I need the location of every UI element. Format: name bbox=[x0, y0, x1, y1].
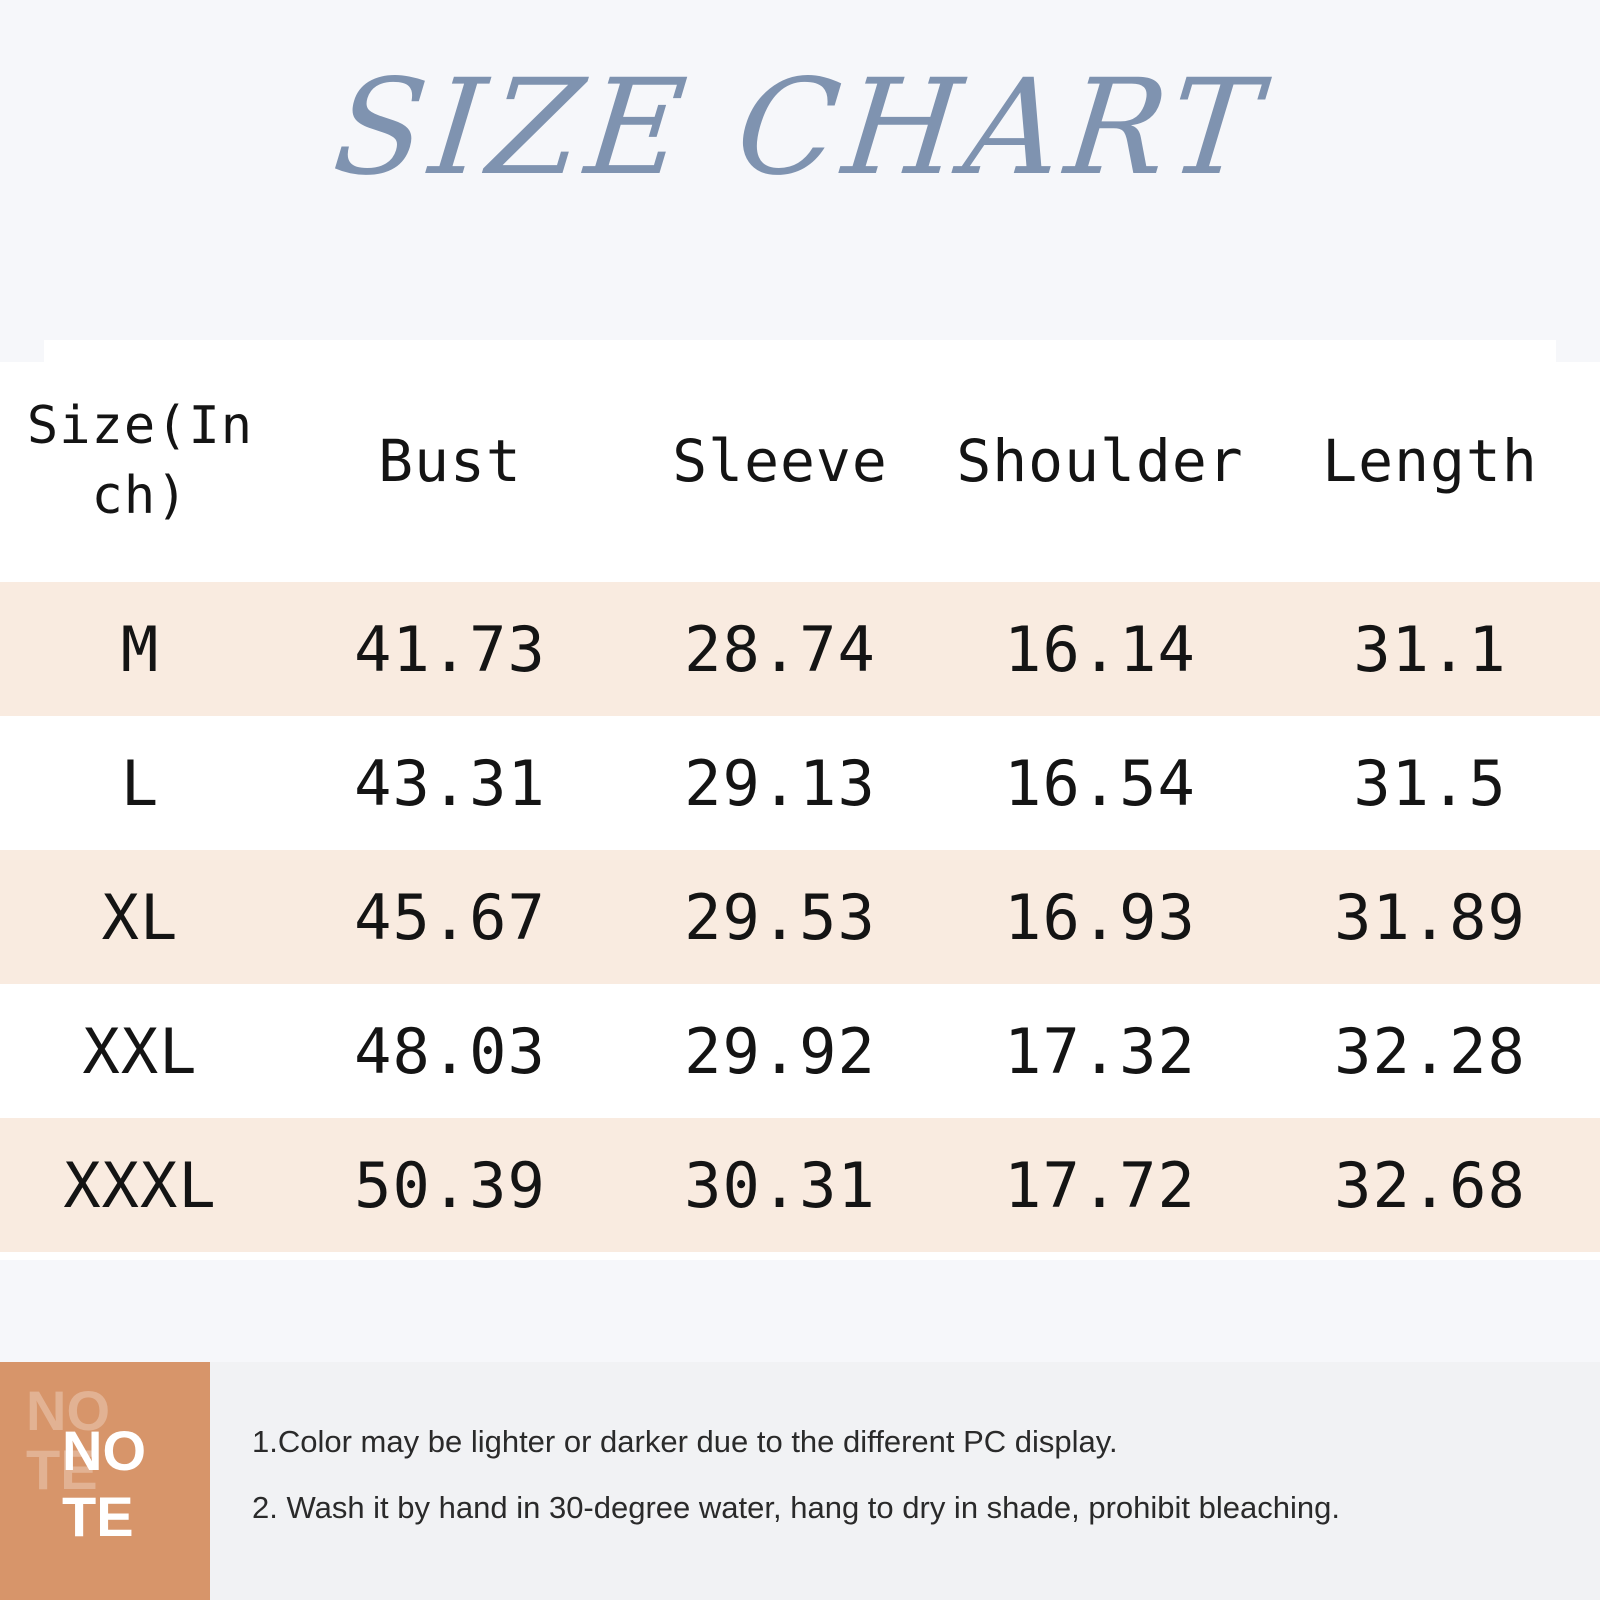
note-section: NO TE NO TE bbox=[0, 1362, 1600, 1600]
size-table: Size(Inch) Bust Sleeve Shoulder Length M… bbox=[0, 340, 1600, 1260]
bust-cell: 48.03 bbox=[354, 1014, 546, 1088]
size-cell: L bbox=[120, 746, 160, 820]
length-cell: 31.89 bbox=[1334, 880, 1526, 954]
length-cell: 31.1 bbox=[1353, 612, 1507, 686]
bust-cell: 41.73 bbox=[354, 612, 546, 686]
note-item-color: 1.Color may be lighter or darker due to … bbox=[252, 1424, 1118, 1459]
header-bust: Bust bbox=[378, 427, 522, 495]
table-row: L 43.31 29.13 16.54 31.5 bbox=[0, 716, 1600, 850]
sleeve-cell: 29.53 bbox=[684, 880, 876, 954]
shoulder-cell: 16.14 bbox=[1004, 612, 1196, 686]
note-ghost-line2: TE bbox=[26, 1437, 98, 1501]
sleeve-cell: 29.13 bbox=[684, 746, 876, 820]
shoulder-cell: 16.93 bbox=[1004, 880, 1196, 954]
table-header-row: Size(Inch) Bust Sleeve Shoulder Length bbox=[0, 340, 1600, 582]
size-cell: XXXL bbox=[63, 1148, 217, 1222]
note-badge: NO TE NO TE bbox=[0, 1362, 210, 1600]
note-label-line2: TE bbox=[62, 1485, 134, 1549]
sleeve-cell: 28.74 bbox=[684, 612, 876, 686]
table-row: M 41.73 28.74 16.14 31.1 bbox=[0, 582, 1600, 716]
note-label-line1: NO bbox=[62, 1419, 146, 1482]
length-cell: 32.28 bbox=[1334, 1014, 1526, 1088]
header-sleeve: Sleeve bbox=[672, 427, 888, 495]
size-cell: XXL bbox=[82, 1014, 198, 1088]
note-badge-watermark: NO TE bbox=[26, 1379, 110, 1501]
table-row: XXL 48.03 29.92 17.32 32.28 bbox=[0, 984, 1600, 1118]
bust-cell: 50.39 bbox=[354, 1148, 546, 1222]
bust-cell: 45.67 bbox=[354, 880, 546, 954]
size-chart-title: SIZE CHART bbox=[327, 51, 1273, 205]
table-row: XXXL 50.39 30.31 17.72 32.68 bbox=[0, 1118, 1600, 1252]
length-cell: 31.5 bbox=[1353, 746, 1507, 820]
sleeve-cell: 29.92 bbox=[684, 1014, 876, 1088]
bust-cell: 43.31 bbox=[354, 746, 546, 820]
header-length: Length bbox=[1322, 427, 1538, 495]
shoulder-cell: 17.32 bbox=[1004, 1014, 1196, 1088]
header-shoulder: Shoulder bbox=[956, 427, 1244, 495]
note-ghost-line1: NO bbox=[26, 1379, 110, 1442]
length-cell: 32.68 bbox=[1334, 1148, 1526, 1222]
note-badge-label: NO TE bbox=[62, 1418, 146, 1550]
shoulder-cell: 17.72 bbox=[1004, 1148, 1196, 1222]
shoulder-cell: 16.54 bbox=[1004, 746, 1196, 820]
size-cell: M bbox=[120, 612, 160, 686]
header-size: Size(Inch) bbox=[26, 395, 254, 526]
note-item-washing: 2. Wash it by hand in 30-degree water, h… bbox=[252, 1490, 1340, 1525]
table-row: XL 45.67 29.53 16.93 31.89 bbox=[0, 850, 1600, 984]
sleeve-cell: 30.31 bbox=[684, 1148, 876, 1222]
size-cell: XL bbox=[101, 880, 179, 954]
